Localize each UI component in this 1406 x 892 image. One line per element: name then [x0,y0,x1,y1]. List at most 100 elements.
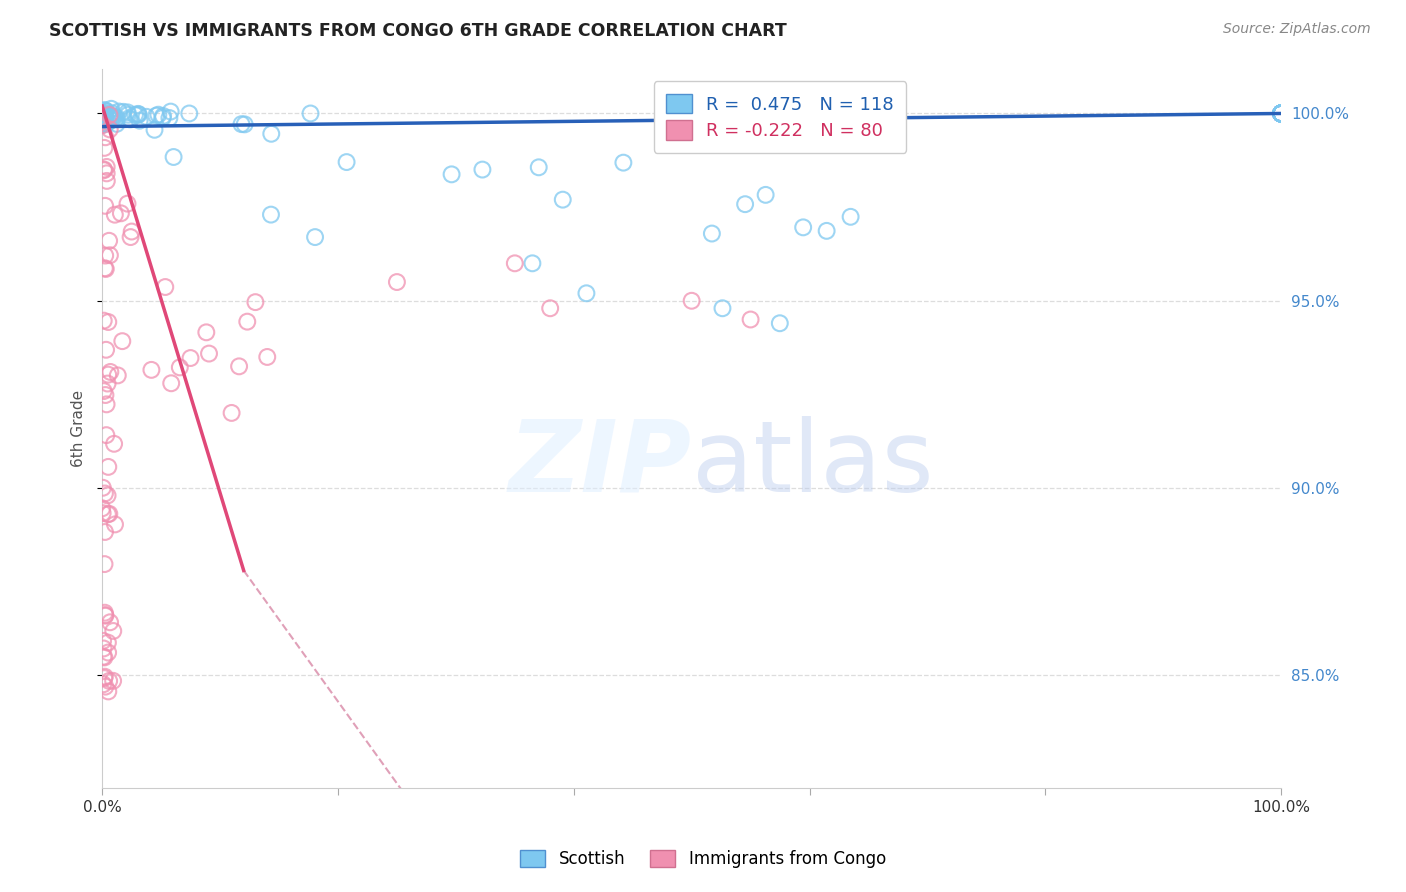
Point [94,130,117,145]
Point [93,650,115,665]
Point [94,608,117,623]
Point [112,104,135,119]
Point [117,196,139,211]
Point [100,113,122,128]
Point [98,234,121,248]
Point [94,607,117,622]
Point [96,428,118,442]
Point [1270,106,1292,120]
Text: ZIP: ZIP [509,416,692,513]
Point [551,193,574,207]
Point [110,206,132,220]
Point [1270,106,1292,120]
Point [96,397,118,411]
Point [152,111,174,125]
Point [94,670,117,684]
Point [97,315,120,329]
Point [94,486,117,500]
Point [98,108,121,122]
Point [1270,106,1292,120]
Point [96,376,118,391]
Point [233,117,256,131]
Point [94,117,117,131]
Point [111,334,134,348]
Point [97,488,120,502]
Point [236,315,259,329]
Point [128,107,150,121]
Point [101,112,124,127]
Point [1270,106,1292,120]
Text: SCOTTISH VS IMMIGRANTS FROM CONGO 6TH GRADE CORRELATION CHART: SCOTTISH VS IMMIGRANTS FROM CONGO 6TH GR… [49,22,787,40]
Point [157,111,180,125]
Point [93,106,115,120]
Point [180,351,202,365]
Point [260,127,283,141]
Legend: R =  0.475   N = 118, R = -0.222   N = 80: R = 0.475 N = 118, R = -0.222 N = 80 [654,81,907,153]
Point [1270,106,1292,120]
Point [1270,106,1292,120]
Point [94,606,117,620]
Point [120,112,142,127]
Point [93,141,115,155]
Point [162,150,184,164]
Point [91,110,114,124]
Point [1270,106,1292,120]
Point [128,113,150,128]
Point [152,109,174,123]
Point [94,107,117,121]
Text: atlas: atlas [692,416,934,513]
Point [527,161,550,175]
Point [104,112,127,126]
Point [98,248,121,262]
Point [104,517,127,532]
Point [1270,106,1292,120]
Point [522,256,544,270]
Point [1270,106,1292,120]
Point [1270,106,1292,120]
Point [1270,106,1292,120]
Point [108,104,131,119]
Point [1270,106,1292,120]
Point [94,249,117,263]
Point [1270,106,1292,120]
Point [117,105,139,120]
Point [120,230,142,244]
Point [93,557,115,571]
Point [94,680,117,694]
Point [1270,106,1292,120]
Point [228,359,250,374]
Point [1270,106,1292,120]
Point [96,174,118,188]
Point [93,162,115,177]
Point [245,295,267,310]
Point [101,109,124,123]
Point [700,227,723,241]
Point [91,118,114,132]
Point [1270,106,1292,120]
Point [96,166,118,180]
Point [91,677,114,691]
Point [93,111,115,125]
Point [143,123,166,137]
Point [148,108,170,122]
Point [91,506,114,520]
Point [1270,106,1292,120]
Point [97,646,120,660]
Point [96,116,118,130]
Point [103,624,125,638]
Point [575,286,598,301]
Point [103,109,125,123]
Point [91,112,114,126]
Point [221,406,243,420]
Point [195,326,218,340]
Point [198,346,221,360]
Point [117,108,139,122]
Point [1270,106,1292,120]
Point [101,106,124,120]
Point [145,109,167,123]
Point [1270,106,1292,120]
Point [107,368,129,383]
Point [503,256,526,270]
Point [124,108,146,122]
Point [98,122,121,136]
